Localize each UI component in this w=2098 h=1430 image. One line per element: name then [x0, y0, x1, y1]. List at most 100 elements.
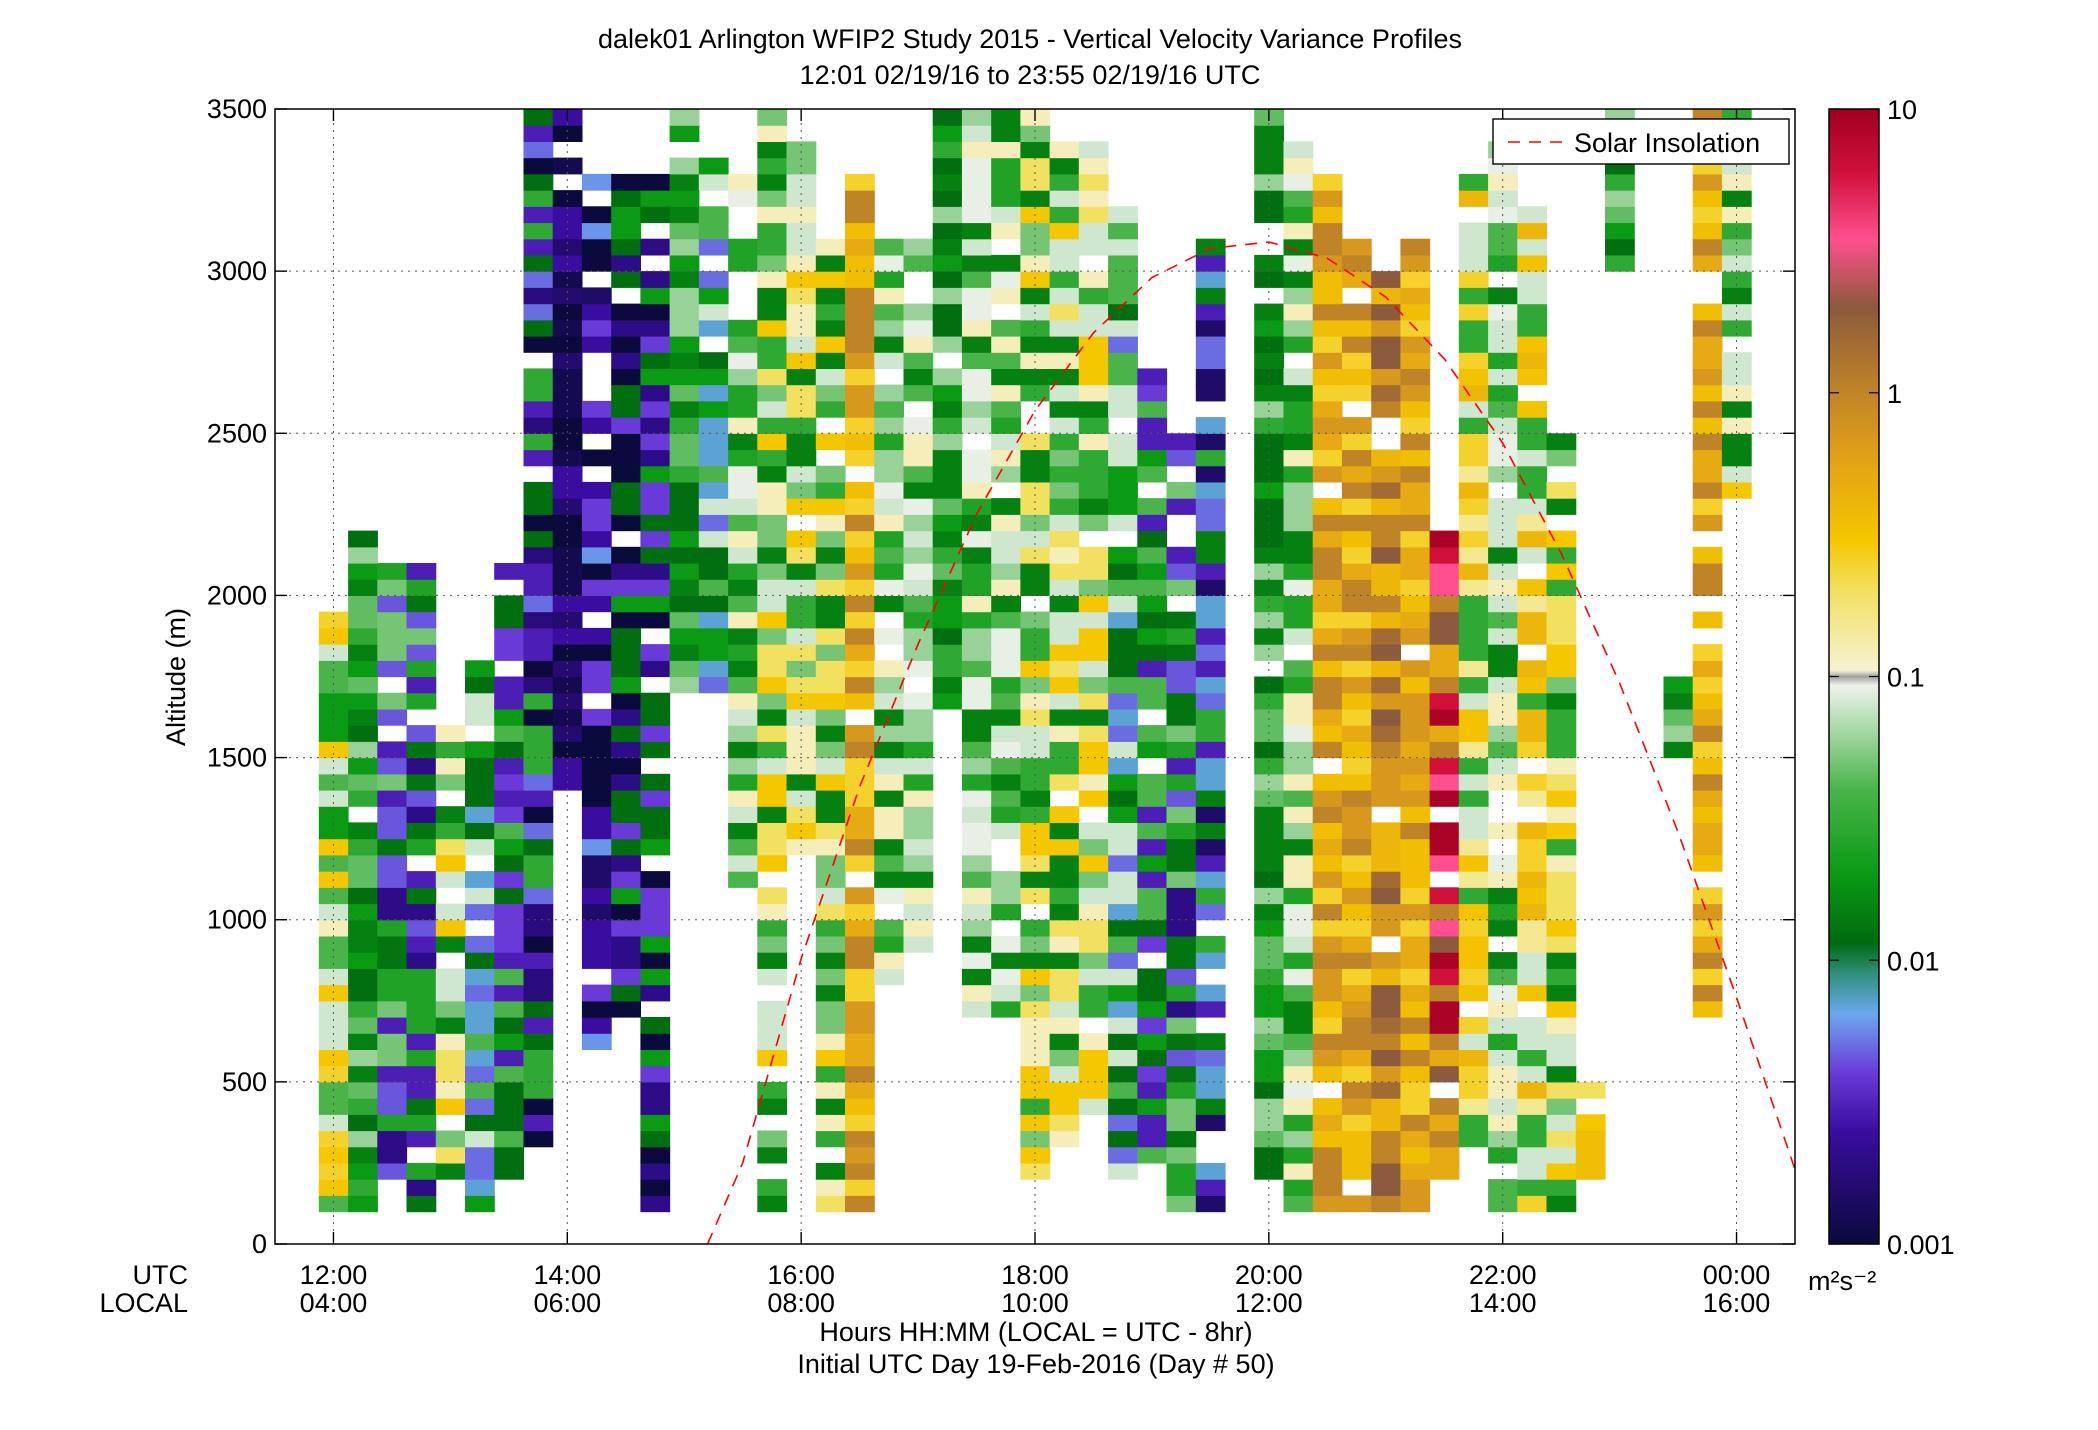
heatmap-cell — [611, 871, 641, 888]
heatmap-cell — [1078, 822, 1109, 840]
heatmap-cell — [815, 952, 846, 969]
heatmap-cell — [348, 903, 378, 921]
heatmap-cell — [1020, 708, 1051, 726]
heatmap-cell — [1312, 303, 1343, 321]
heatmap-cell — [1458, 806, 1489, 823]
heatmap-cell — [1195, 854, 1226, 872]
heatmap-cell — [991, 611, 1021, 629]
heatmap-cell — [961, 984, 992, 1002]
heatmap-cell — [465, 838, 495, 856]
heatmap-cell — [1137, 417, 1168, 434]
heatmap-cell — [1108, 887, 1138, 905]
heatmap-cell — [874, 838, 904, 856]
heatmap-cell — [1078, 173, 1109, 191]
heatmap-cell — [1692, 644, 1723, 661]
heatmap-cell — [1400, 611, 1431, 629]
heatmap-cell — [523, 498, 554, 515]
heatmap-cell — [1195, 1162, 1226, 1180]
heatmap-cell — [581, 741, 612, 759]
heatmap-cell — [815, 1098, 846, 1115]
heatmap-cell — [552, 757, 583, 775]
heatmap-cell — [1400, 287, 1431, 305]
heatmap-cell — [1546, 563, 1577, 580]
heatmap-cell — [1166, 1081, 1197, 1099]
heatmap-cell — [669, 417, 700, 434]
heatmap-cell — [903, 563, 934, 580]
heatmap-cell — [1283, 481, 1314, 499]
heatmap-cell — [1400, 238, 1431, 256]
heatmap-cell — [1400, 1195, 1431, 1213]
heatmap-cell — [1692, 952, 1723, 969]
heatmap-cell — [581, 806, 612, 823]
heatmap-cell — [1429, 1130, 1460, 1148]
heatmap-cell — [1458, 984, 1489, 1002]
heatmap-cell — [1254, 319, 1284, 337]
heatmap-cell — [757, 708, 788, 726]
heatmap-cell — [932, 254, 963, 272]
heatmap-cell — [961, 644, 992, 661]
heatmap-cell — [1312, 708, 1343, 726]
heatmap-cell — [1108, 984, 1138, 1002]
heatmap-cell — [1429, 790, 1460, 807]
heatmap-cell — [1254, 546, 1284, 564]
heatmap-cell — [581, 1017, 612, 1034]
heatmap-cell — [1458, 173, 1489, 191]
heatmap-cell — [581, 627, 612, 645]
heatmap-cell — [1283, 903, 1314, 921]
heatmap-cell — [1108, 303, 1138, 321]
x-axis-label: Hours HH:MM (LOCAL = UTC - 8hr) — [819, 1317, 1252, 1347]
heatmap-cell — [377, 1000, 408, 1018]
heatmap-cell — [465, 1195, 495, 1213]
heatmap-cell — [757, 790, 788, 807]
heatmap-cell — [874, 676, 904, 694]
heatmap-cell — [552, 287, 583, 305]
heatmap-cell — [1195, 417, 1226, 434]
heatmap-cell — [669, 206, 700, 224]
heatmap-cell — [1546, 1065, 1577, 1083]
heatmap-cell — [1254, 400, 1284, 418]
heatmap-cell — [874, 854, 904, 872]
heatmap-cell — [874, 887, 904, 905]
heatmap-cell — [1692, 968, 1723, 986]
heatmap-cell — [1108, 1081, 1138, 1099]
heatmap-cell — [1458, 1130, 1489, 1148]
x-tick-label-utc: 20:00 — [1235, 1260, 1303, 1290]
heatmap-cell — [1458, 384, 1489, 402]
heatmap-cell — [348, 725, 378, 742]
heatmap-cell — [698, 611, 729, 629]
heatmap-cell — [640, 773, 671, 791]
heatmap-cell — [1108, 854, 1138, 872]
heatmap-cell — [991, 790, 1021, 807]
heatmap-cell — [494, 627, 524, 645]
heatmap-cell — [1546, 806, 1577, 823]
heatmap-cell — [669, 157, 700, 175]
heatmap-cell — [1137, 790, 1168, 807]
heatmap-cell — [1166, 1114, 1197, 1132]
heatmap-cell — [406, 903, 437, 921]
heatmap-cell — [815, 708, 846, 726]
heatmap-cell — [786, 336, 817, 353]
heatmap-cell — [581, 481, 612, 499]
heatmap-cell — [1137, 822, 1168, 840]
heatmap-cell — [1458, 368, 1489, 386]
heatmap-cell — [348, 1146, 378, 1164]
heatmap-cell — [1341, 1065, 1372, 1083]
heatmap-cell — [1371, 1049, 1401, 1067]
heatmap-cell — [1341, 968, 1372, 986]
heatmap-cell — [1371, 271, 1401, 288]
heatmap-cell — [1195, 1000, 1226, 1018]
heatmap-cell — [611, 238, 641, 256]
heatmap-cell — [1078, 1098, 1109, 1115]
heatmap-cell — [1078, 481, 1109, 499]
heatmap-cell — [611, 627, 641, 645]
heatmap-cell — [1078, 1000, 1109, 1018]
heatmap-cell — [1108, 481, 1138, 499]
heatmap-cell — [1078, 644, 1109, 661]
heatmap-cell — [1166, 806, 1197, 823]
heatmap-cell — [845, 595, 875, 613]
heatmap-cell — [406, 1179, 437, 1196]
heatmap-cell — [1546, 790, 1577, 807]
heatmap-cell — [786, 433, 817, 451]
heatmap-cell — [1488, 741, 1518, 759]
